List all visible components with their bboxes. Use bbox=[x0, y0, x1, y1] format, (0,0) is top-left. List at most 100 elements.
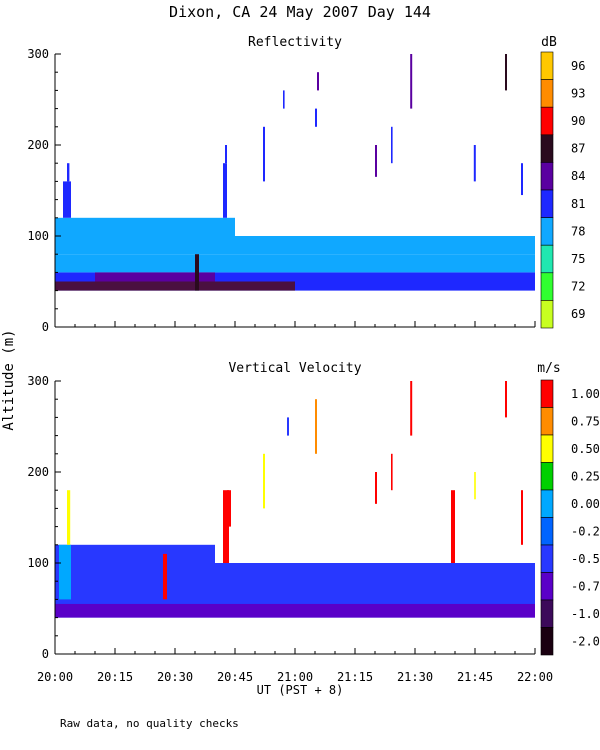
heatmap-cell bbox=[410, 54, 413, 109]
heatmap-cell bbox=[55, 603, 535, 618]
heatmap-cell bbox=[410, 381, 413, 436]
panel-title: Reflectivity bbox=[248, 35, 342, 50]
colorbar-label: 0.00 bbox=[571, 497, 600, 511]
colorbar-swatch bbox=[540, 599, 554, 628]
colorbar-swatch bbox=[540, 489, 554, 518]
y-tick-label: 100 bbox=[27, 229, 49, 243]
colorbar-swatch bbox=[540, 300, 554, 329]
x-tick-label: 21:45 bbox=[457, 670, 493, 684]
figure-title: Dixon, CA 24 May 2007 Day 144 bbox=[169, 3, 431, 21]
heatmap-cell bbox=[521, 490, 523, 545]
x-tick-label: 20:00 bbox=[37, 670, 73, 684]
colorbar-swatch bbox=[540, 217, 554, 246]
colorbar-label: 96 bbox=[571, 59, 585, 73]
colorbar-swatch bbox=[540, 189, 554, 218]
heatmap-cell bbox=[55, 217, 235, 236]
colorbar-label: -2.00 bbox=[571, 634, 600, 648]
heatmap-cell bbox=[95, 272, 215, 282]
colorbar-swatch bbox=[540, 407, 554, 436]
heatmap-cell bbox=[391, 126, 393, 164]
heatmap-cell bbox=[59, 544, 71, 600]
heatmap-cell bbox=[375, 472, 377, 504]
colorbar-label: 0.50 bbox=[571, 442, 600, 456]
vertical-velocity-panel: Vertical Velocity 0 100 200 300 20:00 20:15 20:… bbox=[27, 361, 600, 684]
colorbar-label: 78 bbox=[571, 224, 585, 238]
x-tick-label: 21:00 bbox=[277, 670, 313, 684]
heatmap-cell bbox=[451, 490, 455, 563]
colorbar-swatch bbox=[540, 106, 554, 136]
colorbar-swatch bbox=[540, 79, 554, 108]
heatmap-cell bbox=[63, 181, 71, 218]
reflectivity-panel: Reflectivity 0 100 200 300 dB 96 93 90 87 84 81 78 75… bbox=[27, 35, 585, 334]
heatmap-cells bbox=[55, 54, 535, 291]
colorbar-label: 87 bbox=[571, 142, 585, 156]
heatmap-cell bbox=[521, 163, 523, 196]
heatmap-cell bbox=[195, 254, 199, 291]
heatmap-cell bbox=[55, 254, 535, 273]
heatmap-cell bbox=[55, 281, 295, 291]
heatmap-cell bbox=[317, 72, 319, 91]
colorbar-swatch bbox=[540, 627, 554, 656]
colorbar-label: 84 bbox=[571, 169, 585, 183]
colorbar-swatch bbox=[540, 244, 554, 274]
colorbar-label: -1.00 bbox=[571, 607, 600, 621]
heatmap-cells bbox=[55, 381, 535, 618]
colorbar-swatch bbox=[540, 379, 554, 408]
heatmap-cell bbox=[391, 453, 393, 491]
heatmap-cell bbox=[227, 490, 231, 527]
heatmap-cell bbox=[67, 163, 70, 182]
y-tick-label: 300 bbox=[27, 374, 49, 388]
colorbar-label: 75 bbox=[571, 252, 585, 266]
colorbar-label: -0.50 bbox=[571, 552, 600, 566]
heatmap-cell bbox=[225, 145, 227, 164]
heatmap-cell bbox=[67, 490, 71, 545]
colorbar-label: 72 bbox=[571, 280, 585, 294]
colorbar-swatch bbox=[540, 162, 554, 191]
heatmap-cell bbox=[55, 544, 215, 563]
colorbar-label: 93 bbox=[571, 86, 585, 100]
y-tick-label: 300 bbox=[27, 47, 49, 61]
heatmap-cell bbox=[263, 126, 265, 182]
colorbar-swatch bbox=[540, 517, 554, 546]
colorbar-swatch bbox=[540, 572, 554, 601]
heatmap-cell bbox=[505, 381, 507, 418]
colorbar-label: 69 bbox=[571, 307, 585, 321]
y-tick-label: 0 bbox=[42, 647, 49, 661]
y-axis-label: Altitude (m) bbox=[1, 329, 17, 430]
heatmap-cell bbox=[315, 108, 317, 127]
heatmap-cell bbox=[375, 145, 377, 177]
colorbar-swatch bbox=[540, 134, 554, 163]
heatmap-cell bbox=[223, 490, 229, 563]
heatmap-cell bbox=[223, 163, 227, 218]
colorbar-label: 1.00 bbox=[571, 387, 600, 401]
x-tick-label: 21:15 bbox=[337, 670, 373, 684]
colorbar-label: 90 bbox=[571, 114, 585, 128]
x-tick-label: 20:15 bbox=[97, 670, 133, 684]
heatmap-cell bbox=[283, 90, 285, 109]
x-tick-label: 20:30 bbox=[157, 670, 193, 684]
heatmap-cell bbox=[473, 145, 476, 182]
heatmap-cell bbox=[55, 236, 535, 255]
colorbar-label: -0.25 bbox=[571, 524, 600, 538]
colorbar-swatch bbox=[540, 272, 554, 301]
colorbar-label: 81 bbox=[571, 197, 585, 211]
colorbar-swatch bbox=[540, 434, 554, 463]
x-axis-label: UT (PST + 8) bbox=[257, 683, 344, 697]
y-tick-label: 0 bbox=[42, 320, 49, 334]
footnote: Raw data, no quality checks bbox=[60, 717, 239, 730]
heatmap-cell bbox=[163, 553, 167, 600]
colorbar-label: -0.75 bbox=[571, 579, 600, 593]
colorbar-unit: m/s bbox=[537, 361, 560, 376]
heatmap-cell bbox=[263, 453, 265, 509]
colorbar-unit: dB bbox=[541, 35, 557, 50]
x-tick-label: 20:45 bbox=[217, 670, 253, 684]
panel-title: Vertical Velocity bbox=[228, 361, 361, 376]
colorbar-label: 0.25 bbox=[571, 469, 600, 483]
colorbar-swatch bbox=[540, 51, 554, 80]
heatmap-cell bbox=[315, 399, 317, 454]
y-tick-label: 200 bbox=[27, 465, 49, 479]
heatmap-cell bbox=[287, 417, 289, 436]
colorbar-label: 0.75 bbox=[571, 414, 600, 428]
y-tick-label: 200 bbox=[27, 138, 49, 152]
